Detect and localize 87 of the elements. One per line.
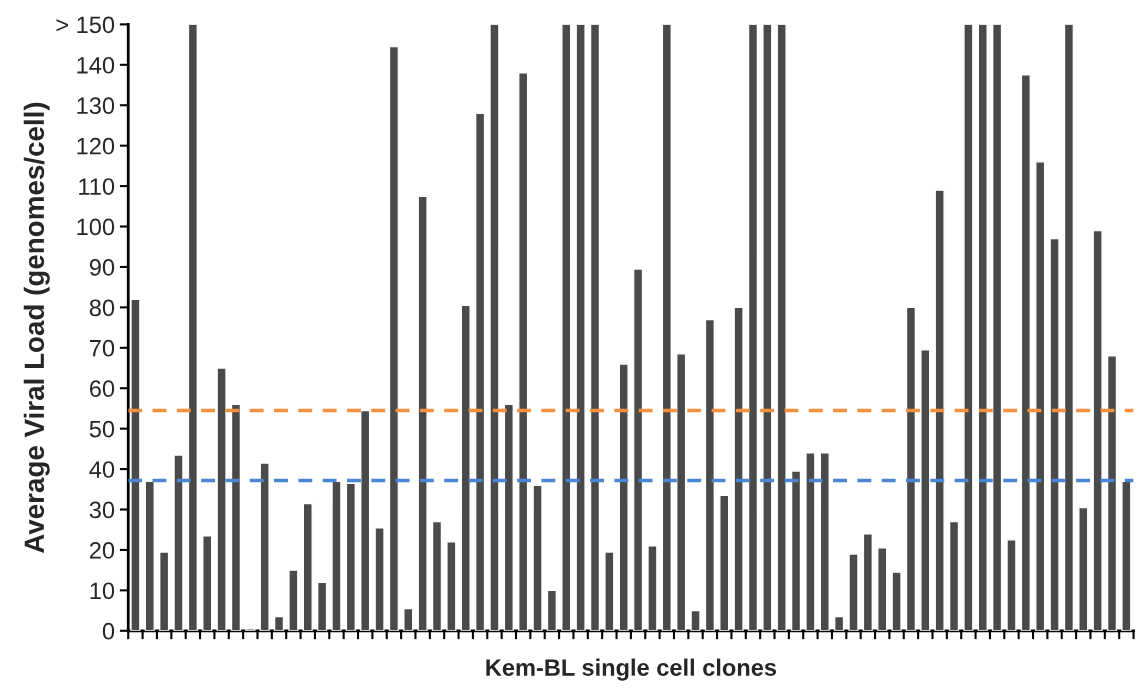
bar — [1049, 237, 1060, 631]
bar — [891, 571, 902, 631]
bar — [632, 268, 644, 631]
bar — [316, 581, 328, 631]
bar — [776, 24, 787, 631]
bar — [374, 527, 385, 631]
bar — [518, 72, 529, 631]
bar — [446, 541, 457, 631]
bar — [431, 520, 443, 631]
y-tick-label: 100 — [77, 218, 115, 236]
bar — [790, 470, 802, 631]
y-axis-title: Average Viral Load (genomes/cell) — [23, 102, 50, 554]
y-tick-label: 0 — [102, 622, 115, 640]
bar — [1121, 480, 1132, 631]
bar — [762, 24, 773, 631]
bar — [905, 306, 917, 631]
bar — [934, 189, 945, 631]
bar — [403, 607, 414, 631]
bar — [345, 482, 356, 631]
bar — [819, 452, 830, 631]
bar — [920, 349, 931, 631]
bar — [747, 24, 759, 631]
y-tick-label: 70 — [90, 339, 115, 357]
bar — [948, 520, 960, 631]
bar — [302, 502, 313, 631]
bar — [158, 551, 170, 631]
bar — [532, 484, 543, 631]
bar — [604, 551, 615, 631]
bar — [704, 318, 716, 631]
bar — [489, 24, 500, 631]
bar — [144, 480, 155, 631]
bar — [661, 24, 672, 631]
bar — [833, 615, 845, 631]
bar — [1078, 506, 1089, 631]
bar — [474, 112, 486, 631]
y-tick-label: 110 — [79, 178, 115, 195]
y-tick-label: > 150 — [56, 16, 115, 34]
bar — [963, 24, 974, 631]
y-tick-label: 120 — [77, 137, 115, 155]
bar — [805, 452, 816, 631]
bar — [862, 533, 874, 631]
y-tick-label: 140 — [77, 56, 115, 74]
bar — [130, 298, 141, 631]
bar — [360, 409, 371, 631]
bar — [202, 535, 213, 631]
bar — [259, 462, 270, 631]
bar — [388, 45, 400, 631]
bar — [503, 403, 514, 631]
bar — [575, 24, 586, 631]
bar — [187, 24, 199, 631]
y-tick-label: 90 — [89, 259, 115, 276]
bar — [273, 615, 285, 631]
bar — [589, 24, 601, 631]
bar — [1006, 539, 1017, 631]
bar — [288, 569, 299, 631]
bar — [546, 589, 558, 631]
bar — [676, 353, 687, 631]
bar — [460, 304, 471, 631]
bar — [647, 545, 658, 631]
y-tick-label: 20 — [89, 542, 115, 559]
bar — [1063, 24, 1075, 631]
bar — [690, 609, 701, 631]
bar — [991, 24, 1003, 631]
y-tick-label: 80 — [89, 299, 115, 317]
bar — [877, 547, 888, 631]
x-axis-title: Kem-BL single cell clones — [486, 658, 777, 681]
bar — [848, 553, 859, 631]
bar — [417, 195, 428, 631]
bar — [719, 494, 730, 631]
bar — [1092, 229, 1103, 631]
bar — [733, 306, 744, 631]
y-tick-label: 40 — [89, 461, 115, 478]
bar — [1020, 74, 1031, 631]
bar — [1035, 161, 1046, 631]
bar — [216, 367, 227, 631]
bar — [173, 454, 184, 631]
bar — [561, 24, 572, 631]
bar — [1106, 355, 1118, 631]
y-tick-label: 10 — [90, 582, 115, 600]
y-tick-label: 30 — [89, 501, 115, 519]
y-tick-label: 130 — [77, 97, 115, 115]
bar — [977, 24, 988, 631]
bar — [331, 480, 342, 631]
bar — [618, 363, 629, 631]
y-tick-label: 60 — [89, 380, 115, 398]
y-tick-label: 50 — [89, 420, 115, 438]
bar — [230, 403, 242, 631]
